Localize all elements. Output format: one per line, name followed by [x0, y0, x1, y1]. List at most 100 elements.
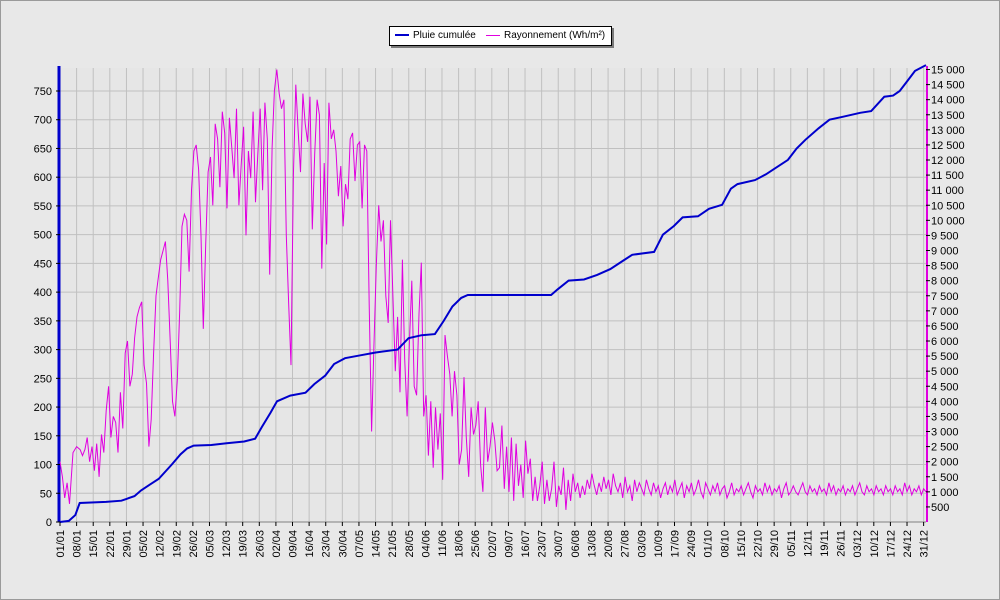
- x-axis-tick-label: 17/09: [670, 530, 682, 558]
- x-axis-tick-label: 16/04: [304, 530, 316, 558]
- x-axis-tick-label: 09/07: [503, 530, 515, 558]
- x-axis-tick-label: 19/02: [171, 530, 183, 558]
- y-axis-left-tick-label: 300: [34, 345, 52, 357]
- x-axis-labels: 01/01 08/01 15/01 22/01 29/01 05/02 12/02 19/02…: [55, 522, 931, 558]
- y-axis-right-tick-label: 6 000: [931, 336, 959, 348]
- y-axis-right-tick-label: 4 000: [931, 396, 959, 408]
- x-axis-tick-label: 07/05: [354, 530, 366, 558]
- y-axis-left-tick-label: 350: [34, 316, 52, 328]
- y-axis-right-tick-label: 5 000: [931, 366, 959, 378]
- y-axis-left-tick-label: 550: [34, 201, 52, 213]
- y-axis-left-tick-label: 450: [34, 258, 52, 270]
- y-axis-left-tick-label: 400: [34, 287, 52, 299]
- x-axis-tick-label: 16/07: [520, 530, 532, 558]
- y-axis-left-tick-label: 600: [34, 172, 52, 184]
- y-axis-right-tick-label: 13 000: [931, 125, 965, 137]
- y-axis-left-labels: 0 50 100 150 200 250 300 350 400 450 500 550 600 650 7…: [34, 86, 60, 529]
- x-axis-tick-label: 02/04: [271, 530, 283, 558]
- x-axis-tick-label: 08/01: [72, 530, 84, 558]
- x-axis-tick-label: 10/12: [869, 530, 881, 558]
- x-axis-tick-label: 27/08: [620, 530, 632, 558]
- x-axis-tick-label: 18/06: [454, 530, 466, 558]
- x-axis-tick-label: 31/12: [919, 530, 931, 558]
- y-axis-right-tick-label: 2 500: [931, 442, 959, 454]
- y-axis-left-tick-label: 700: [34, 115, 52, 127]
- chart-legend: Pluie cumulée Rayonnement (Wh/m²): [389, 26, 612, 46]
- y-axis-right-tick-label: 8 000: [931, 276, 959, 288]
- y-axis-left-tick-label: 750: [34, 86, 52, 98]
- y-axis-left-tick-label: 200: [34, 402, 52, 414]
- x-axis-tick-label: 13/08: [586, 530, 598, 558]
- y-axis-right-tick-label: 14 000: [931, 95, 965, 107]
- x-axis-tick-label: 24/12: [902, 530, 914, 558]
- y-axis-left-tick-label: 0: [46, 517, 52, 529]
- y-axis-right-tick-label: 5 500: [931, 351, 959, 363]
- legend-swatch-rayonnement: [486, 34, 500, 36]
- y-axis-right-tick-label: 4 500: [931, 381, 959, 393]
- y-axis-left-tick-label: 100: [34, 460, 52, 472]
- x-axis-tick-label: 26/03: [254, 530, 266, 558]
- x-axis-tick-label: 28/05: [404, 530, 416, 558]
- series-pluie-cumulee-line: [59, 64, 927, 523]
- series-layer: [59, 64, 927, 523]
- y-axis-right-tick-label: 3 500: [931, 411, 959, 423]
- x-axis-tick-label: 29/10: [769, 530, 781, 558]
- legend-label-pluie: Pluie cumulée: [413, 30, 476, 41]
- x-axis-tick-label: 09/04: [288, 530, 300, 558]
- x-axis-tick-label: 08/10: [719, 530, 731, 558]
- y-axis-right-tick-label: 500: [931, 502, 949, 514]
- y-axis-right-tick-label: 9 000: [931, 246, 959, 258]
- x-axis-tick-label: 23/04: [321, 530, 333, 558]
- x-axis-tick-label: 04/06: [420, 530, 432, 558]
- y-axis-right-tick-label: 10 500: [931, 200, 965, 212]
- x-axis-tick-label: 11/06: [437, 530, 449, 557]
- y-axis-right-tick-label: 14 500: [931, 80, 965, 92]
- x-axis-tick-label: 20/08: [603, 530, 615, 558]
- y-axis-right-tick-label: 15 000: [931, 65, 965, 77]
- y-axis-right-tick-label: 11 000: [931, 185, 964, 197]
- x-axis-tick-label: 05/02: [138, 530, 150, 558]
- y-axis-right-tick-label: 9 500: [931, 230, 959, 242]
- y-axis-right-tick-label: 7 500: [931, 291, 959, 303]
- x-axis-tick-label: 23/07: [537, 530, 549, 558]
- x-axis-tick-label: 15/01: [88, 530, 100, 558]
- y-axis-right-tick-label: 2 000: [931, 457, 959, 469]
- y-axis-right-tick-label: 11 500: [931, 170, 964, 182]
- y-axis-left-tick-label: 250: [34, 373, 52, 385]
- x-axis-tick-label: 05/11: [786, 530, 798, 557]
- x-axis-tick-label: 05/03: [204, 530, 216, 558]
- x-axis-tick-label: 12/11: [802, 530, 814, 557]
- x-axis-tick-label: 12/02: [155, 530, 167, 558]
- y-axis-right-tick-label: 8 500: [931, 261, 959, 273]
- y-axis-left-tick-label: 150: [34, 431, 52, 443]
- x-axis-tick-label: 03/09: [636, 530, 648, 558]
- x-axis-tick-label: 15/10: [736, 530, 748, 558]
- series-rayonnement-line: [59, 69, 927, 510]
- legend-item-rayonnement: Rayonnement (Wh/m²): [486, 27, 605, 45]
- y-axis-right-tick-label: 1 500: [931, 472, 959, 484]
- x-axis-tick-label: 01/10: [703, 530, 715, 558]
- x-axis-tick-label: 24/09: [686, 530, 698, 558]
- legend-label-rayonnement: Rayonnement (Wh/m²): [504, 30, 606, 41]
- x-axis-tick-label: 19/03: [238, 530, 250, 558]
- y-axis-right-tick-label: 13 500: [931, 110, 965, 122]
- x-axis-tick-label: 26/11: [836, 530, 848, 557]
- legend-item-pluie: Pluie cumulée: [395, 27, 476, 45]
- y-axis-right-tick-label: 10 000: [931, 215, 965, 227]
- y-axis-right-labels: 500 1 000 1 500 2 000 2 500 3 000 3 500 4 000 4 …: [926, 65, 965, 514]
- x-axis-tick-label: 30/07: [553, 530, 565, 558]
- x-axis-tick-label: 29/01: [121, 530, 133, 558]
- y-axis-left-tick-label: 50: [40, 488, 52, 500]
- x-axis-tick-label: 03/12: [852, 530, 864, 558]
- x-axis-tick-label: 21/05: [387, 530, 399, 558]
- x-axis-tick-label: 06/08: [570, 530, 582, 558]
- x-axis-tick-label: 30/04: [337, 530, 349, 558]
- y-axis-right-tick-label: 12 500: [931, 140, 965, 152]
- x-axis-tick-label: 12/03: [221, 530, 233, 558]
- y-axis-right-tick-label: 7 000: [931, 306, 959, 318]
- legend-swatch-pluie: [395, 34, 409, 37]
- y-axis-right-tick-label: 1 000: [931, 487, 959, 499]
- x-axis-tick-label: 22/01: [105, 530, 117, 558]
- x-axis-tick-label: 02/07: [487, 530, 499, 558]
